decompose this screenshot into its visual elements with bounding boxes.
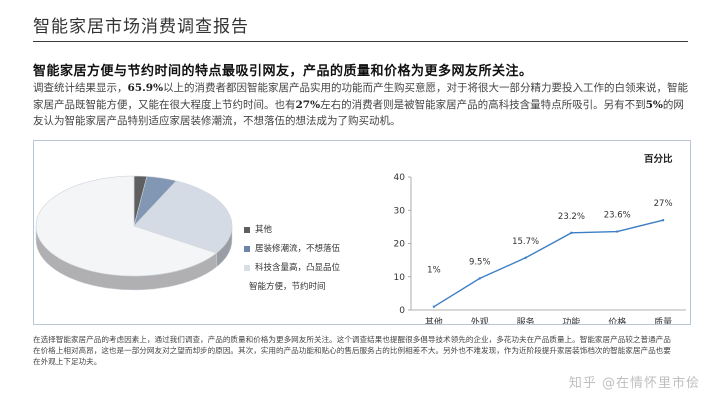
data-label: 1% — [427, 266, 441, 276]
headline: 智能家居方便与节约时间的特点最吸引网友，产品的质量和价格为更多网友所关注。 — [33, 64, 533, 79]
legend-item: 智能方便，节约时间 — [244, 281, 340, 294]
pie-slice-3 — [35, 175, 218, 277]
y-tick-label: 20 — [394, 240, 406, 250]
legend-label: 其他 — [255, 225, 273, 235]
legend-item: 其他 — [244, 224, 340, 237]
watermark: 知乎 @在情怀里市侩 — [568, 376, 700, 391]
legend-swatch — [244, 246, 250, 252]
page-title: 智能家居市场消费调查报告 — [33, 17, 249, 37]
paragraph-text-1: 调查统计结果显示， — [33, 82, 128, 94]
legend-label: 智能方便，节约时间 — [249, 282, 326, 292]
data-label: 23.6% — [604, 211, 631, 221]
y-tick-label: 40 — [394, 173, 406, 183]
body-paragraph: 调查统计结果显示，65.9%以上的消费者都因智能家居产品实用的功能而产生购买意愿… — [33, 80, 693, 130]
pie-chart — [35, 175, 233, 291]
legend-swatch — [244, 227, 250, 233]
series-line — [433, 219, 664, 308]
paragraph-text-4: 的网友认为智能家居产品特别适应家居装修潮流，不想落伍的想法成为了购买动机。 — [33, 98, 684, 128]
legend-label: 居装修潮流，不想落伍 — [255, 244, 341, 254]
stat-value-1: 65.9% — [127, 82, 164, 94]
pie-slice-2 — [133, 180, 233, 254]
paragraph-text-3: 左右的消费者则是被智能家居产品的高科技含量特点所吸引。另有不到 — [320, 98, 646, 111]
chart-panel: 其他 居装修潮流，不想落伍 科技含量高，凸显品位 智能方便，节约时间 0 10 20 30 4… — [33, 140, 691, 325]
line-chart-title: 百分比 — [644, 154, 673, 165]
stat-value-3: 5% — [645, 98, 663, 111]
data-point — [478, 277, 481, 280]
x-tick-label: 价格 — [608, 316, 626, 324]
y-tick-label: 10 — [394, 273, 406, 283]
data-label: 23.2% — [558, 212, 585, 222]
data-label: 27% — [654, 199, 673, 209]
legend-swatch — [244, 265, 250, 271]
paragraph-text-2: 以上的消费者都因智能家居产品实用的功能而产生购买意愿，对于将很大一部分精力要投入… — [33, 82, 689, 111]
x-tick-label: 质量 — [654, 316, 672, 324]
x-tick-label: 其他 — [425, 316, 443, 324]
data-point — [661, 219, 665, 222]
title-divider — [33, 41, 688, 42]
legend-label: 科技含量高，凸显品位 — [255, 263, 341, 273]
y-tick-label: 30 — [394, 206, 406, 216]
footnote: 在选择智能家居产品的考虑因素上，通过我们调查，产品的质量和价格为更多网友所关注。… — [33, 335, 671, 366]
y-tick-label: 0 — [399, 306, 405, 316]
data-label: 9.5% — [469, 257, 491, 267]
data-point — [524, 256, 527, 259]
data-point — [570, 231, 573, 235]
x-tick-label: 外观 — [471, 316, 489, 324]
x-tick-label: 服务 — [517, 316, 535, 324]
data-label: 15.7% — [512, 237, 539, 247]
stat-value-2: 27% — [295, 98, 321, 111]
legend-item: 居装修潮流，不想落伍 — [244, 243, 340, 256]
line-chart: 0 10 20 30 40 其他 外观 服务 功能 价格 质量 1% 9.5% 15.7% 23.2% 23.… — [394, 173, 686, 324]
pie-legend: 其他居装修潮流，不想落伍 科技含量高，凸显品位智能方便，节约时间 — [244, 224, 340, 300]
data-point — [616, 230, 619, 233]
legend-item: 科技含量高，凸显品位 — [244, 262, 340, 275]
data-point — [432, 305, 436, 308]
x-tick-label: 功能 — [562, 316, 580, 324]
